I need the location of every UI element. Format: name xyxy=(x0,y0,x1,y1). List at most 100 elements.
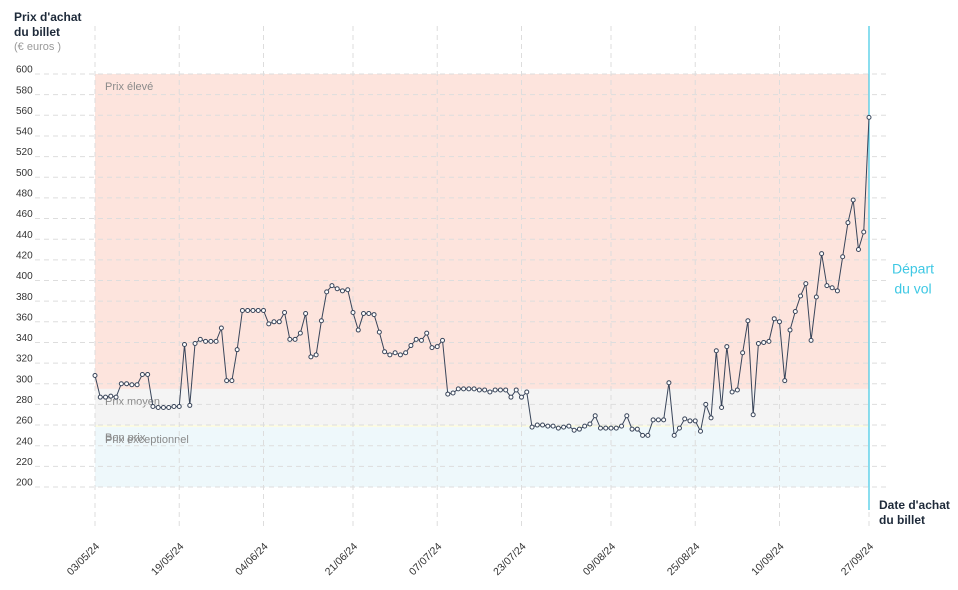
price-band xyxy=(95,425,869,428)
price-point xyxy=(750,412,756,418)
price-point xyxy=(634,426,640,432)
price-point xyxy=(840,254,846,260)
price-point xyxy=(145,371,151,377)
price-point xyxy=(139,371,145,377)
price-point xyxy=(171,403,177,409)
price-point xyxy=(771,316,777,322)
x-tick-label: 19/05/24 xyxy=(149,540,186,577)
price-point xyxy=(571,427,577,433)
price-point xyxy=(108,393,114,399)
y-tick-label: 460 xyxy=(16,209,33,220)
price-point xyxy=(397,352,403,358)
price-point xyxy=(534,422,540,428)
y-tick-label: 260 xyxy=(16,416,33,427)
price-point xyxy=(766,338,772,344)
price-point xyxy=(245,307,251,313)
y-tick-label: 240 xyxy=(16,436,33,447)
price-point xyxy=(276,319,282,325)
price-point xyxy=(445,391,451,397)
x-tick-label: 07/07/24 xyxy=(407,540,444,577)
price-point xyxy=(834,288,840,294)
y-tick-label: 540 xyxy=(16,127,33,138)
x-tick-label: 04/06/24 xyxy=(233,540,270,577)
price-point xyxy=(708,415,714,421)
price-point xyxy=(729,389,735,395)
price-point xyxy=(566,423,572,429)
price-point xyxy=(234,347,240,353)
price-point xyxy=(845,220,851,226)
price-point xyxy=(355,327,361,333)
y-tick-label: 500 xyxy=(16,168,33,179)
price-point xyxy=(824,283,830,289)
price-point xyxy=(487,389,493,395)
y-tick-label: 420 xyxy=(16,250,33,261)
price-point xyxy=(387,352,393,358)
price-point xyxy=(134,382,140,388)
price-point xyxy=(550,423,556,429)
price-point xyxy=(603,425,609,431)
y-tick-label: 360 xyxy=(16,312,33,323)
price-band xyxy=(95,74,869,389)
y-axis-unit: (€ euros ) xyxy=(14,41,61,53)
price-point xyxy=(855,247,861,253)
price-point xyxy=(455,386,461,392)
price-point xyxy=(324,289,330,295)
price-point xyxy=(166,404,172,410)
price-point xyxy=(629,426,635,432)
price-point xyxy=(376,329,382,335)
price-point xyxy=(103,394,109,400)
price-point xyxy=(508,394,514,400)
price-point xyxy=(608,425,614,431)
price-point xyxy=(703,401,709,407)
price-point xyxy=(719,404,725,410)
price-point xyxy=(792,308,798,314)
price-point xyxy=(861,229,867,235)
price-point xyxy=(408,343,414,349)
price-point xyxy=(361,311,367,317)
price-point xyxy=(687,418,693,424)
price-point xyxy=(297,330,303,336)
y-tick-label: 280 xyxy=(16,395,33,406)
x-axis-title: du billet xyxy=(879,513,925,527)
price-point xyxy=(561,424,567,430)
price-point xyxy=(229,378,235,384)
price-point xyxy=(471,386,477,392)
price-point xyxy=(329,283,335,289)
price-point xyxy=(829,285,835,291)
price-point xyxy=(613,425,619,431)
price-point xyxy=(671,432,677,438)
price-point xyxy=(529,424,535,430)
price-point xyxy=(271,319,277,325)
price-point xyxy=(345,287,351,293)
y-axis-title: Prix d'achat xyxy=(14,10,82,24)
price-point xyxy=(124,381,130,387)
price-point xyxy=(624,413,630,419)
price-point xyxy=(645,432,651,438)
price-point xyxy=(339,288,345,294)
y-tick-label: 560 xyxy=(16,106,33,117)
price-point xyxy=(540,422,546,428)
price-point xyxy=(203,338,209,344)
y-tick-label: 320 xyxy=(16,354,33,365)
price-point xyxy=(524,389,530,395)
y-tick-label: 400 xyxy=(16,271,33,282)
price-point xyxy=(213,338,219,344)
price-point xyxy=(113,394,119,400)
price-point xyxy=(497,387,503,393)
price-point xyxy=(413,336,419,342)
price-point xyxy=(745,318,751,324)
price-point xyxy=(182,342,188,348)
price-point xyxy=(787,327,793,333)
price-point xyxy=(371,312,377,318)
price-point xyxy=(866,114,872,120)
price-point xyxy=(418,337,424,343)
price-point xyxy=(403,350,409,356)
price-point xyxy=(255,307,261,313)
y-tick-label: 440 xyxy=(16,230,33,241)
y-tick-label: 200 xyxy=(16,478,33,489)
price-point xyxy=(318,318,324,324)
price-point xyxy=(282,310,288,316)
price-point xyxy=(661,417,667,423)
price-point xyxy=(576,426,582,432)
